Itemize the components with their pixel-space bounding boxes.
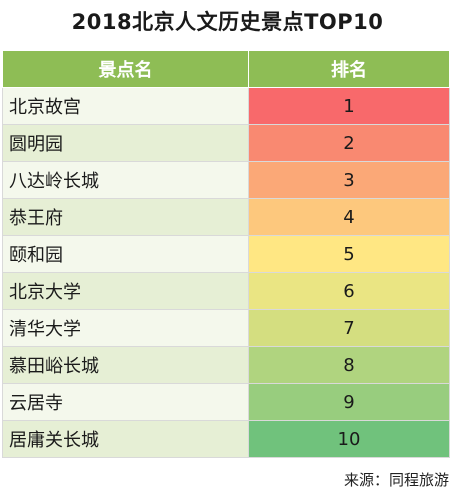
table-row: 清华大学 7 [2, 309, 450, 347]
header-rank: 排名 [248, 50, 450, 88]
attraction-name: 清华大学 [2, 309, 249, 347]
chart-title: 2018北京人文历史景点TOP10 [71, 10, 384, 34]
header-row: 景点名 排名 [2, 50, 450, 88]
table-row: 北京故宫 1 [2, 87, 450, 125]
header-name: 景点名 [2, 50, 249, 88]
rank-value: 6 [248, 272, 450, 310]
source-note: 来源：同程旅游 [343, 471, 449, 489]
table-row: 圆明园 2 [2, 124, 450, 162]
attraction-name: 云居寺 [2, 383, 249, 421]
table-row: 居庸关长城 10 [2, 420, 450, 458]
table-row: 恭王府 4 [2, 198, 450, 236]
table-row: 北京大学 6 [2, 272, 450, 310]
rank-value: 9 [248, 383, 450, 421]
table-row: 颐和园 5 [2, 235, 450, 273]
rank-value: 8 [248, 346, 450, 384]
attraction-name: 居庸关长城 [2, 420, 249, 458]
table-body: 北京故宫 1 圆明园 2 八达岭长城 3 恭王府 4 颐和园 5 北京大学 6 清华大学 7 慕田峪长城 8 云… [2, 87, 450, 458]
rank-value: 4 [248, 198, 450, 236]
ranking-table: 景点名 排名 北京故宫 1 圆明园 2 八达岭长城 3 恭王府 4 颐和园 5 北京大学 6 清华大学 7… [2, 50, 450, 458]
attraction-name: 北京故宫 [2, 87, 249, 125]
attraction-name: 八达岭长城 [2, 161, 249, 199]
table-row: 八达岭长城 3 [2, 161, 450, 199]
rank-value: 1 [248, 87, 450, 125]
attraction-name: 北京大学 [2, 272, 249, 310]
attraction-name: 圆明园 [2, 124, 249, 162]
rank-value: 10 [248, 420, 450, 458]
table-row: 慕田峪长城 8 [2, 346, 450, 384]
attraction-name: 颐和园 [2, 235, 249, 273]
attraction-name: 恭王府 [2, 198, 249, 236]
table-row: 云居寺 9 [2, 383, 450, 421]
rank-value: 3 [248, 161, 450, 199]
rank-value: 2 [248, 124, 450, 162]
rank-value: 7 [248, 309, 450, 347]
rank-value: 5 [248, 235, 450, 273]
attraction-name: 慕田峪长城 [2, 346, 249, 384]
